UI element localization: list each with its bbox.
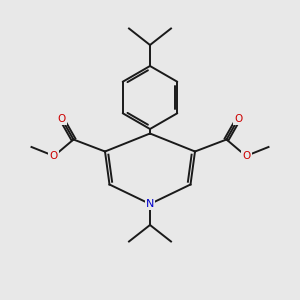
Text: O: O bbox=[57, 113, 66, 124]
Text: O: O bbox=[242, 151, 251, 161]
Text: O: O bbox=[234, 113, 243, 124]
Text: O: O bbox=[49, 151, 58, 161]
Text: N: N bbox=[146, 199, 154, 209]
